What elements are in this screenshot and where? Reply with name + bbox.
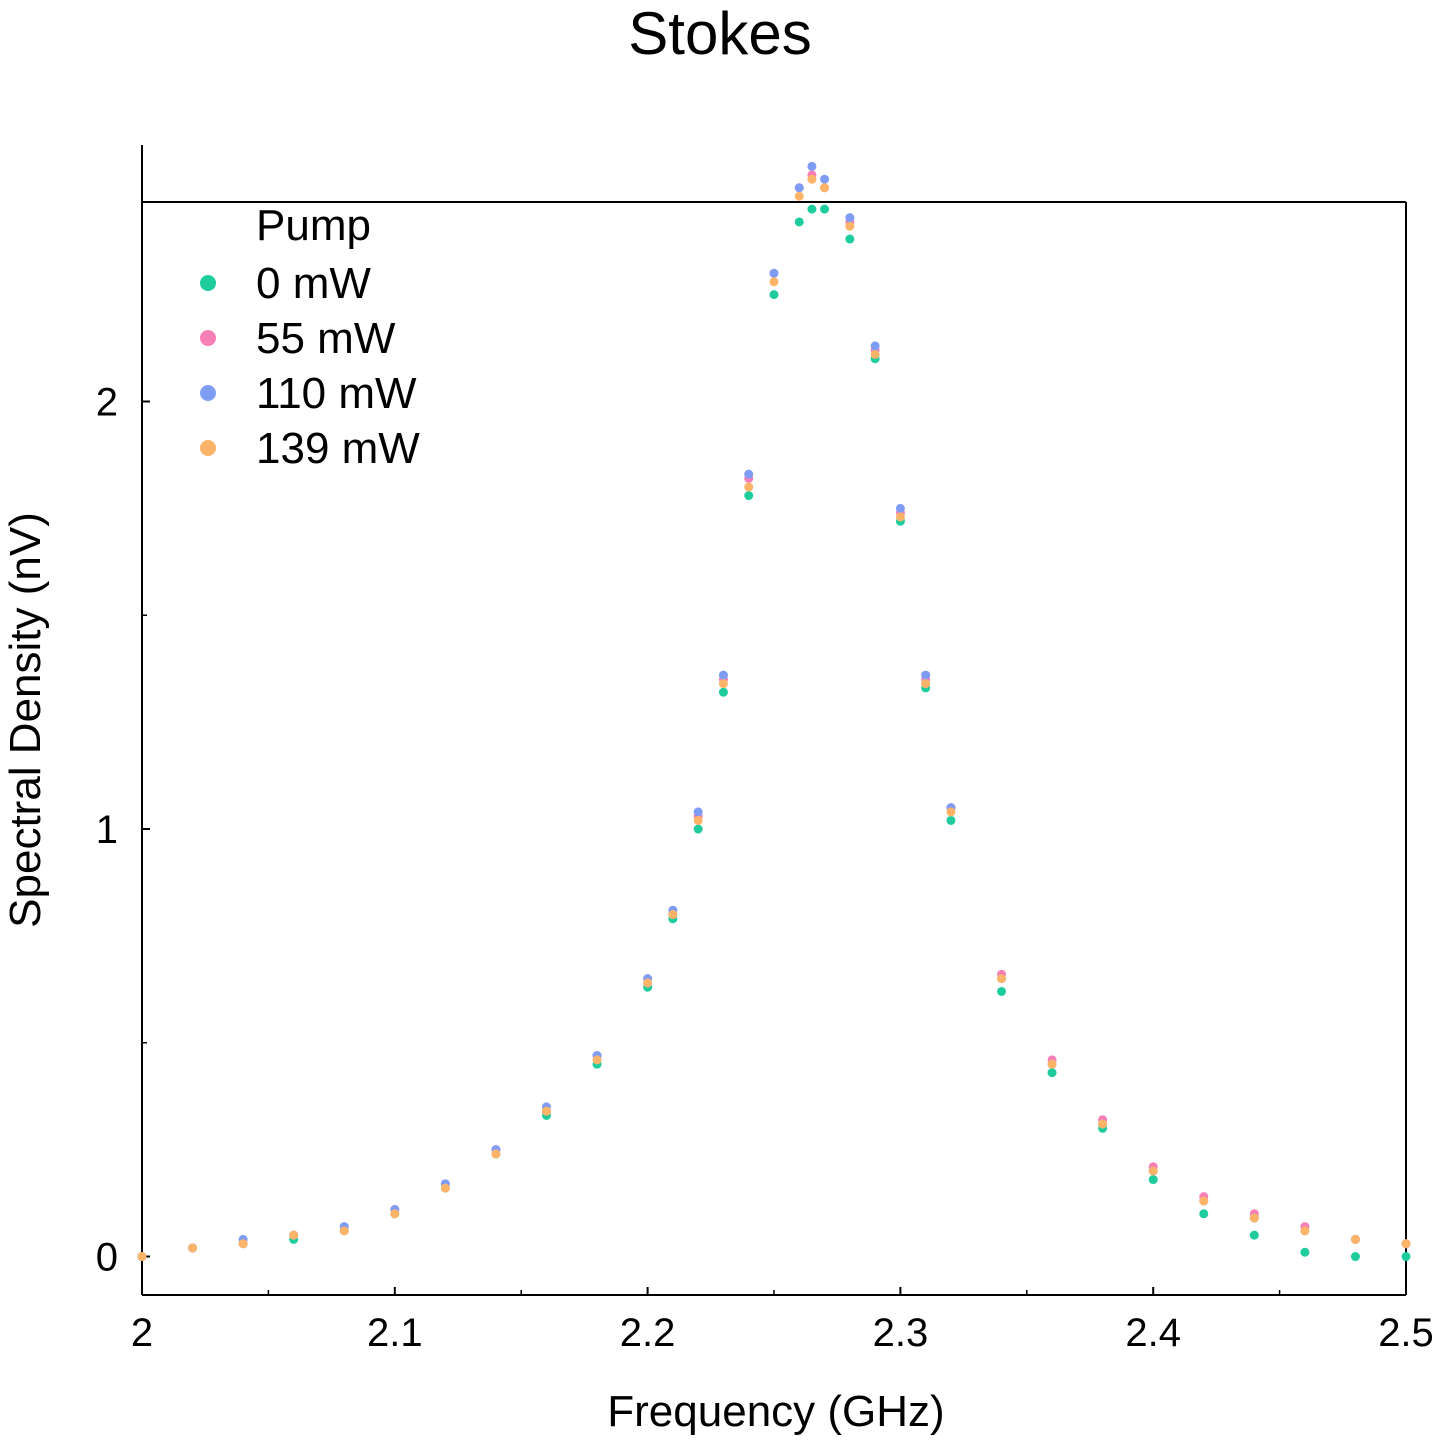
data-point — [541, 1106, 551, 1116]
data-point — [794, 217, 804, 227]
x-tick-label: 2 — [131, 1311, 153, 1355]
legend-item: 55 mW — [200, 314, 396, 363]
x-ticks: 2 2.1 2.2 2.3 2.4 2.5 — [131, 1287, 1434, 1355]
data-point — [693, 824, 703, 834]
data-point — [1350, 1234, 1360, 1244]
data-point — [744, 491, 754, 501]
data-point — [794, 191, 804, 201]
data-point — [390, 1209, 400, 1219]
data-point — [1300, 1226, 1310, 1236]
x-axis-label: Frequency (GHz) — [607, 1387, 944, 1436]
data-point — [807, 204, 817, 214]
y-ticks: 0 1 2 — [96, 381, 150, 1280]
series-1 — [137, 204, 1411, 1262]
x-tick-label: 2.2 — [620, 1311, 676, 1355]
legend-label: 55 mW — [256, 314, 396, 363]
y-tick-label: 1 — [96, 808, 118, 852]
data-point — [1047, 1068, 1057, 1078]
data-point — [1300, 1247, 1310, 1257]
data-point — [921, 670, 931, 680]
data-point — [895, 512, 905, 522]
data-point — [440, 1183, 450, 1193]
y-tick-label: 0 — [96, 1236, 118, 1280]
data-point — [339, 1226, 349, 1236]
data-point — [845, 213, 855, 223]
data-point — [668, 910, 678, 920]
data-point — [1098, 1119, 1108, 1129]
data-point — [1199, 1196, 1209, 1206]
data-point — [769, 268, 779, 278]
y-axis-label: Spectral Density (nV) — [1, 512, 50, 928]
data-point — [921, 679, 931, 689]
legend-marker — [200, 275, 216, 291]
x-tick-label: 2.3 — [873, 1311, 929, 1355]
data-point — [946, 815, 956, 825]
scatter-points — [137, 161, 1411, 1262]
legend-item: 139 mW — [200, 424, 420, 473]
data-point — [807, 161, 817, 171]
data-point — [1148, 1166, 1158, 1176]
data-point — [1401, 1252, 1411, 1262]
data-point — [592, 1055, 602, 1065]
data-point — [1047, 1059, 1057, 1069]
legend: Pump 0 mW 55 mW 110 mW 139 mW — [200, 201, 420, 473]
legend-label: 0 mW — [256, 259, 371, 308]
data-point — [845, 221, 855, 231]
x-tick-label: 2.5 — [1378, 1311, 1434, 1355]
data-point — [1249, 1213, 1259, 1223]
data-point — [643, 978, 653, 988]
legend-item: 110 mW — [200, 369, 417, 418]
data-point — [820, 183, 830, 193]
data-point — [238, 1239, 248, 1249]
data-point — [718, 687, 728, 697]
data-point — [718, 670, 728, 680]
data-point — [870, 349, 880, 359]
data-point — [1350, 1252, 1360, 1262]
data-point — [693, 815, 703, 825]
data-point — [1249, 1230, 1259, 1240]
data-point — [769, 290, 779, 300]
legend-marker — [200, 330, 216, 346]
legend-title: Pump — [256, 201, 371, 250]
data-point — [997, 974, 1007, 984]
data-point — [1148, 1175, 1158, 1185]
data-point — [845, 234, 855, 244]
data-point — [870, 341, 880, 351]
data-point — [820, 204, 830, 214]
chart-title: Stokes — [628, 0, 811, 67]
legend-items: 0 mW 55 mW 110 mW 139 mW — [200, 259, 420, 473]
y-tick-label: 2 — [96, 381, 118, 425]
series-4 — [137, 174, 1411, 1262]
data-point — [718, 679, 728, 689]
data-point — [895, 503, 905, 513]
legend-marker — [200, 385, 216, 401]
data-point — [997, 986, 1007, 996]
data-point — [289, 1230, 299, 1240]
data-point — [137, 1252, 147, 1262]
x-tick-label: 2.4 — [1125, 1311, 1181, 1355]
legend-item: 0 mW — [200, 259, 371, 308]
data-point — [693, 807, 703, 817]
x-tick-label: 2.1 — [367, 1311, 423, 1355]
data-point — [491, 1149, 501, 1159]
data-point — [769, 277, 779, 287]
data-point — [794, 183, 804, 193]
data-point — [744, 469, 754, 479]
data-point — [188, 1243, 198, 1253]
legend-label: 139 mW — [256, 424, 420, 473]
data-point — [1401, 1239, 1411, 1249]
data-point — [1199, 1209, 1209, 1219]
data-point — [820, 174, 830, 184]
data-point — [946, 807, 956, 817]
legend-marker — [200, 440, 216, 456]
data-point — [807, 174, 817, 184]
data-point — [744, 482, 754, 492]
legend-label: 110 mW — [256, 369, 417, 418]
